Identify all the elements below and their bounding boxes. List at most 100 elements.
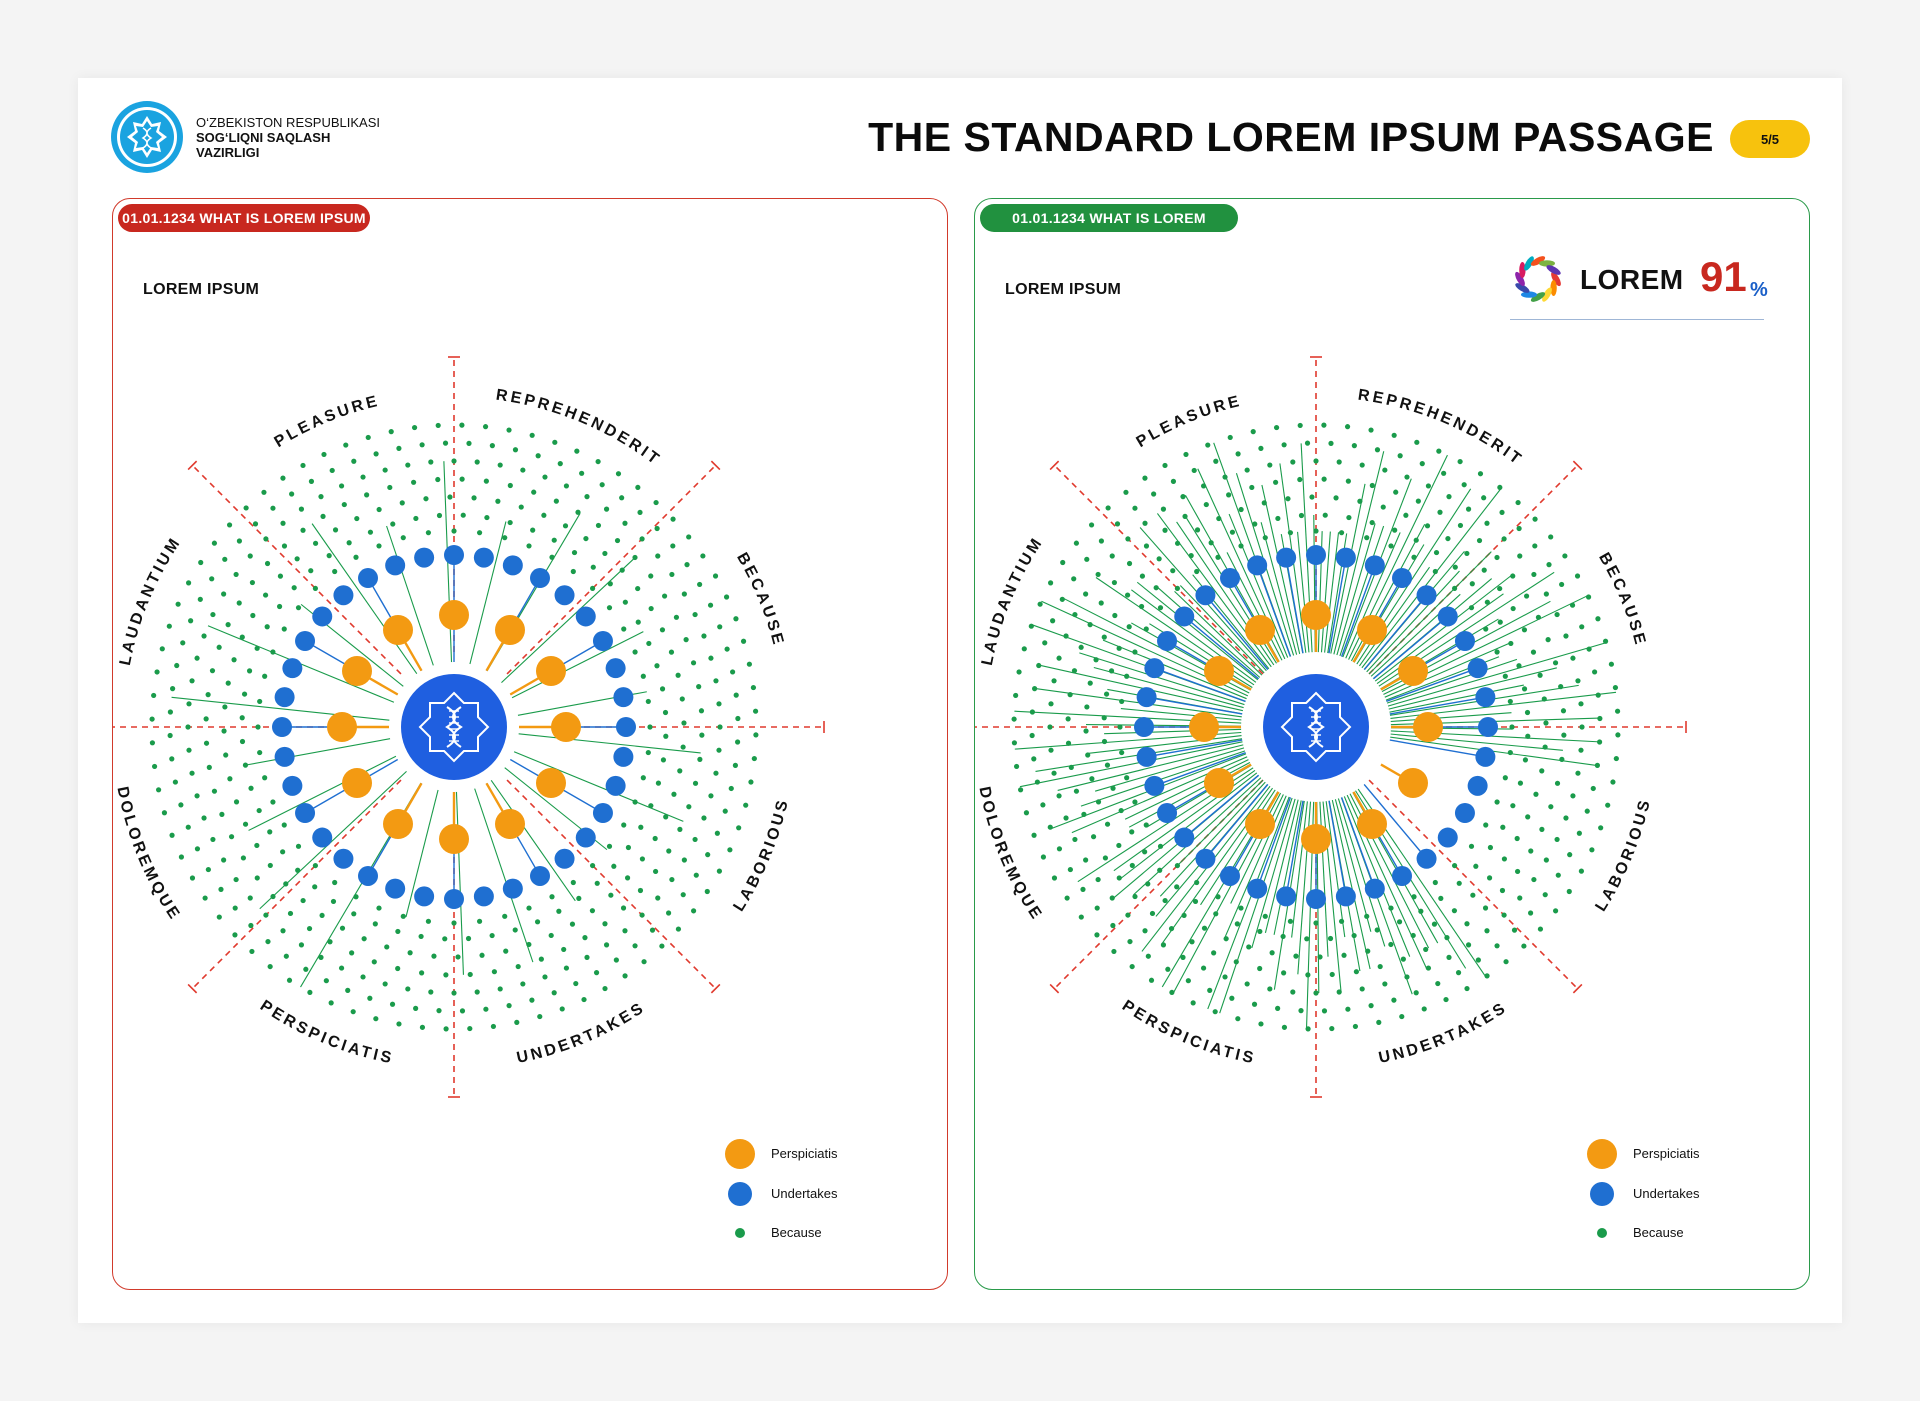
because-dot (635, 484, 641, 491)
because-dot (371, 959, 377, 965)
because-dot (579, 470, 585, 476)
because-dot (503, 948, 509, 954)
because-dot (1563, 633, 1569, 639)
because-connector (1342, 785, 1428, 970)
because-dot (228, 834, 235, 840)
because-connector (1159, 774, 1273, 897)
because-dot (686, 804, 692, 810)
undertakes-dot (502, 878, 523, 899)
because-dot (1273, 424, 1280, 431)
because-connector (513, 751, 684, 822)
because-dot (1329, 971, 1335, 978)
because-dot (248, 785, 254, 791)
because-dot (270, 893, 276, 900)
undertakes-dot (1475, 746, 1496, 767)
because-dot (1262, 535, 1268, 541)
org-line-1: O‘ZBEKISTON RESPUBLIKASI (196, 114, 380, 130)
because-dot (1304, 440, 1311, 446)
because-dot (753, 732, 759, 738)
because-dot (1188, 553, 1194, 559)
because-dot (431, 953, 437, 959)
because-dot (1304, 936, 1310, 942)
because-dot (1181, 912, 1187, 919)
because-connector (1377, 658, 1518, 707)
because-connector (1273, 790, 1304, 935)
because-dot (167, 732, 173, 739)
because-dot (1388, 941, 1394, 948)
because-dot (174, 662, 180, 669)
because-dot (435, 476, 441, 483)
rainbow-ring-icon (1515, 256, 1561, 302)
because-connector (1260, 522, 1300, 665)
undertakes-dot (1437, 606, 1458, 627)
because-dot (219, 811, 225, 817)
because-dot (1561, 732, 1567, 738)
because-dot (210, 611, 216, 618)
because-dot (735, 715, 741, 722)
because-dot (233, 799, 240, 805)
undertakes-dot (312, 606, 333, 627)
because-dot (1145, 953, 1151, 959)
because-dot (149, 740, 156, 746)
because-dot (308, 568, 314, 574)
because-dot (625, 844, 632, 851)
because-dot (1117, 724, 1123, 730)
because-dot (264, 560, 271, 567)
because-dot (561, 946, 567, 953)
sector-label-text: BECAUSE (733, 550, 784, 649)
because-dot (332, 527, 339, 533)
because-dot (280, 520, 286, 526)
because-dot (459, 422, 465, 428)
because-dot (1336, 989, 1342, 995)
because-dot (1162, 527, 1168, 533)
because-dot (1138, 603, 1145, 610)
radial-group: REPREHENDERITBECAUSELABORIOUSUNDERTAKESP… (975, 356, 1687, 1098)
because-dot (236, 600, 242, 606)
because-dot (312, 540, 319, 546)
because-dot (1095, 571, 1101, 578)
because-dot (185, 824, 191, 830)
because-dot (252, 521, 259, 527)
because-connector (1228, 513, 1292, 668)
because-dot (727, 847, 733, 853)
because-dot (1227, 434, 1233, 441)
because-dot (1021, 646, 1027, 652)
because-dot (1586, 646, 1592, 652)
ring-petal (1550, 280, 1557, 296)
because-dot (1087, 680, 1093, 686)
because-dot (178, 802, 184, 808)
divider-cap (1049, 460, 1060, 471)
because-dot (1257, 965, 1263, 972)
because-dot (1258, 1021, 1264, 1027)
because-dot (716, 701, 722, 707)
because-dot (1521, 943, 1527, 949)
because-dot (1203, 501, 1209, 508)
because-connector (1113, 764, 1264, 872)
legend-label: Because (1633, 1225, 1684, 1240)
because-dot (1516, 663, 1522, 669)
undertakes-dot (473, 886, 494, 907)
because-dot (1094, 932, 1100, 938)
because-dot (520, 981, 526, 987)
because-dot (654, 525, 660, 532)
undertakes-dot (1136, 687, 1157, 708)
because-dot (489, 443, 495, 449)
because-dot (675, 926, 682, 932)
page-sheet: O‘ZBEKISTON RESPUBLIKASI SOG‘LIQNI SAQLA… (78, 78, 1842, 1323)
because-dot (645, 749, 651, 756)
because-dot (248, 922, 254, 929)
perspiciatis-dot (327, 712, 357, 742)
because-connector (1378, 667, 1557, 713)
perspiciatis-dot (1204, 656, 1235, 686)
because-connector (1071, 752, 1257, 834)
because-dot (339, 925, 346, 931)
because-dot (1499, 887, 1506, 894)
sector-divider (506, 464, 717, 675)
kpi-value: 91 (1700, 253, 1747, 300)
undertakes-connector (1183, 615, 1267, 686)
because-connector (1261, 484, 1303, 664)
because-dot (1040, 854, 1047, 860)
because-dot (668, 649, 675, 655)
because-dot (724, 646, 730, 652)
because-dot (576, 895, 582, 901)
